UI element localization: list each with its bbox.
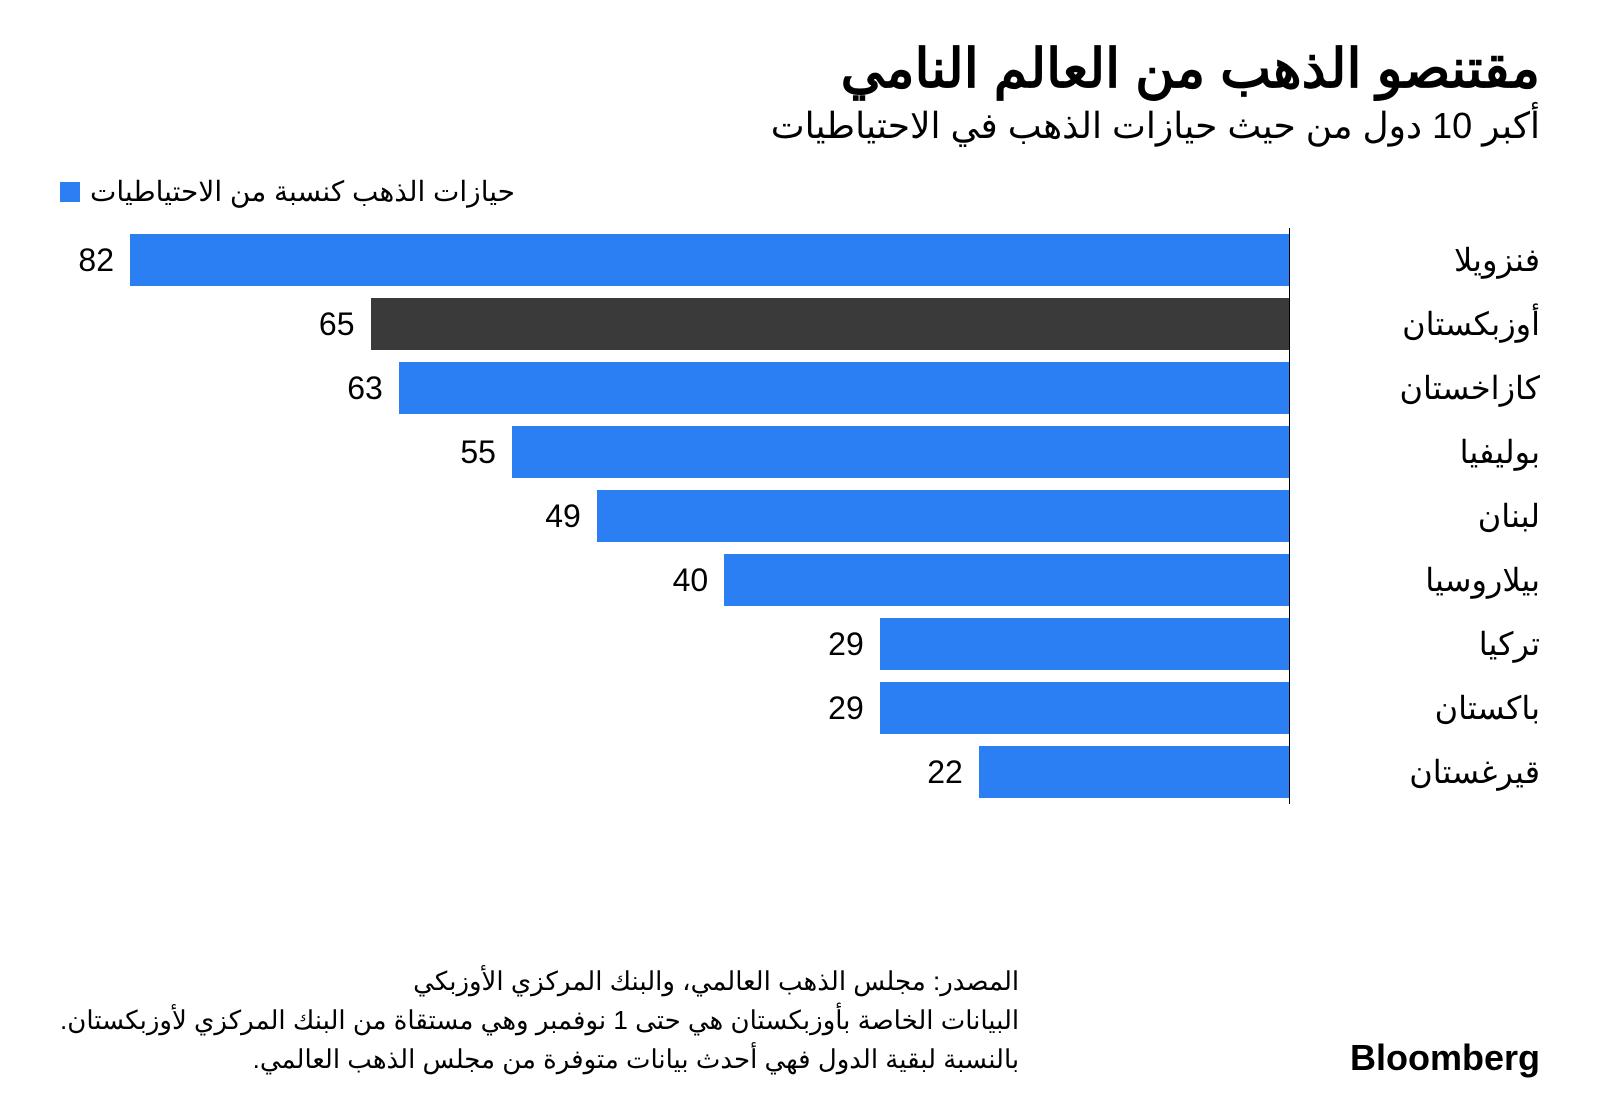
category-label: قيرغستان [1290,753,1540,791]
bar-row: باكستان 29 [60,676,1540,740]
bar [399,362,1290,414]
bar-row: كازاخستان 63 [60,356,1540,420]
bar-track: 40 [60,548,1290,612]
bar [130,234,1290,286]
legend-swatch [60,182,80,202]
category-label: أوزبكستان [1290,305,1540,343]
footnote-line: المصدر: مجلس الذهب العالمي، والبنك المرك… [60,962,1019,1001]
value-label: 40 [673,562,709,599]
category-label: بيلاروسيا [1290,561,1540,599]
value-label: 49 [545,498,581,535]
value-label: 63 [347,370,383,407]
bar [979,746,1290,798]
legend: حيازات الذهب كنسبة من الاحتياطيات [60,175,1540,208]
value-label: 82 [78,242,114,279]
bar-track: 65 [60,292,1290,356]
brand-logo: Bloomberg [1350,1037,1540,1079]
bar-row: بوليفيا 55 [60,420,1540,484]
legend-label: حيازات الذهب كنسبة من الاحتياطيات [90,175,515,208]
category-label: بوليفيا [1290,433,1540,471]
chart-subtitle: أكبر 10 دول من حيث حيازات الذهب في الاحت… [60,105,1540,147]
bar-track: 55 [60,420,1290,484]
bar [512,426,1290,478]
category-label: كازاخستان [1290,369,1540,407]
category-label: تركيا [1290,625,1540,663]
category-label: فنزويلا [1290,241,1540,279]
bar-row: بيلاروسيا 40 [60,548,1540,612]
value-label: 65 [319,306,355,343]
category-label: باكستان [1290,689,1540,727]
bar [880,618,1290,670]
footer: المصدر: مجلس الذهب العالمي، والبنك المرك… [60,962,1540,1079]
chart-container: مقتنصو الذهب من العالم النامي أكبر 10 دو… [0,0,1600,1119]
bar [724,554,1290,606]
bar-chart: فنزويلا 82 أوزبكستان 65 كازاخستان 63 بوليفيا 55… [60,228,1540,804]
bar-track: 63 [60,356,1290,420]
bar-row: قيرغستان 22 [60,740,1540,804]
value-label: 29 [828,626,864,663]
footnote-line: بالنسبة لبقية الدول فهي أحدث بيانات متوف… [60,1040,1019,1079]
footnote-line: البيانات الخاصة بأوزبكستان هي حتى 1 نوفم… [60,1001,1019,1040]
axis-baseline [1289,228,1290,804]
bar-row: فنزويلا 82 [60,228,1540,292]
bar [371,298,1291,350]
bar-track: 49 [60,484,1290,548]
value-label: 55 [460,434,496,471]
bar [597,490,1290,542]
bar-row: لبنان 49 [60,484,1540,548]
chart-title: مقتنصو الذهب من العالم النامي [60,40,1540,99]
value-label: 22 [927,754,963,791]
footnotes: المصدر: مجلس الذهب العالمي، والبنك المرك… [60,962,1019,1079]
bar-track: 22 [60,740,1290,804]
bar [880,682,1290,734]
category-label: لبنان [1290,497,1540,535]
value-label: 29 [828,690,864,727]
bar-row: أوزبكستان 65 [60,292,1540,356]
bar-track: 29 [60,676,1290,740]
bar-row: تركيا 29 [60,612,1540,676]
bar-track: 82 [60,228,1290,292]
bar-track: 29 [60,612,1290,676]
